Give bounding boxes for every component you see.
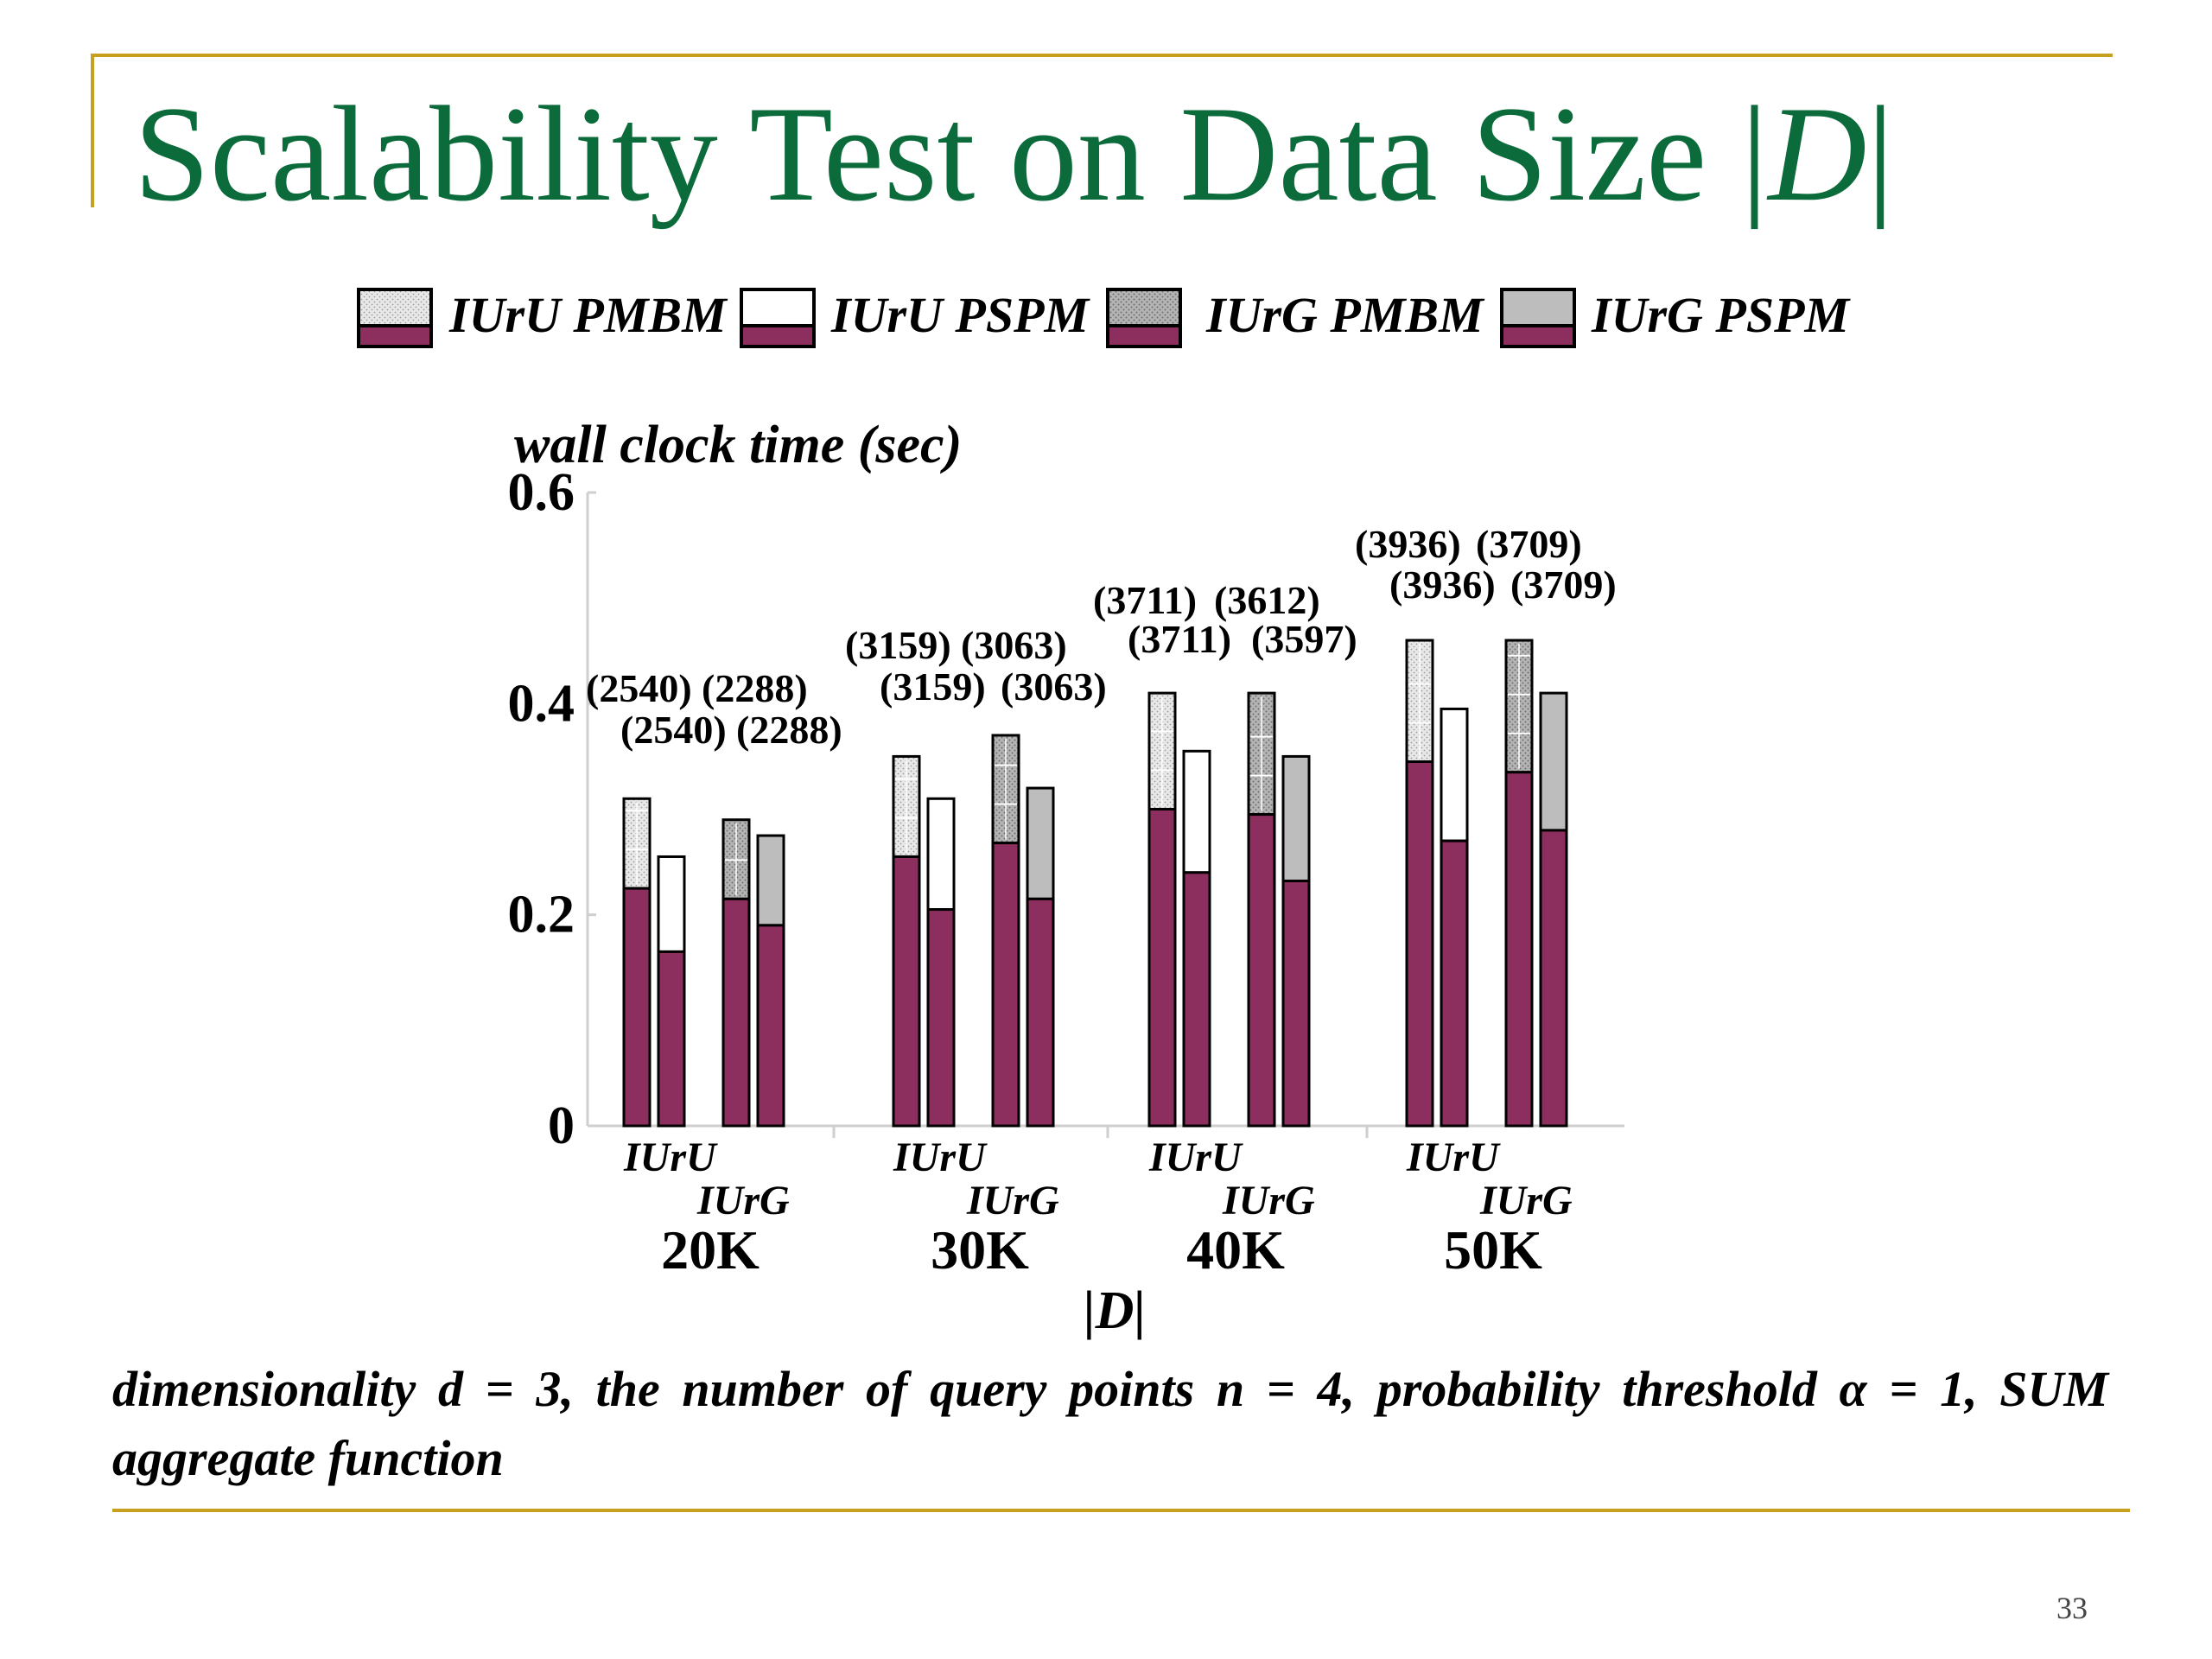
x-category-label: 50K	[1444, 1219, 1542, 1281]
bar-annotation: (2288)	[736, 708, 842, 752]
bar-base-segment	[1281, 880, 1311, 1128]
bar-top-segment	[657, 855, 686, 953]
bar-base-segment	[991, 842, 1020, 1128]
bar-base-segment	[1539, 829, 1568, 1128]
subgroup-label: IUrG	[1479, 1178, 1573, 1224]
bar-top-segment	[1281, 754, 1311, 883]
bar-annotation: (3063)	[961, 623, 1067, 667]
y-axis-label: wall clock time (sec)	[514, 416, 962, 474]
bar-top-segment	[1440, 707, 1469, 842]
bar-base-segment	[1182, 871, 1211, 1128]
slide-number: 33	[2056, 1591, 2088, 1625]
legend-swatch-base	[740, 324, 816, 348]
bar-annotation: (3936)	[1389, 563, 1496, 607]
subgroup-label: IUrU	[1406, 1135, 1501, 1180]
bar-annotation: (3936)	[1355, 522, 1461, 566]
subgroup-label: IUrU	[1148, 1135, 1243, 1180]
bar-top-segment	[1539, 691, 1568, 832]
subgroup-label: IUrU	[623, 1135, 718, 1180]
bar-base-segment	[1440, 839, 1469, 1128]
y-tick-label: 0.6	[508, 463, 575, 522]
bar-annotation: (3063)	[1001, 664, 1107, 709]
bar-annotation: (2288)	[702, 666, 808, 710]
footer-rule	[112, 1509, 2130, 1512]
chart-legend: IUrU PMBM IUrU PSPM IUrG PMBM IUrG PSPM	[357, 287, 1852, 348]
bar-annotation: (2540)	[586, 666, 692, 710]
x-axis-label: |D|	[1084, 1281, 1146, 1340]
legend-swatch-base	[357, 324, 433, 348]
subgroup-label: IUrU	[893, 1135, 988, 1180]
bar-base-segment	[721, 897, 751, 1128]
legend-swatch-base	[1106, 324, 1182, 348]
bar-annotation: (2540)	[620, 708, 727, 752]
subgroup-label: IUrG	[966, 1178, 1059, 1224]
bar-top-segment	[926, 797, 956, 912]
bar-base-segment	[1405, 760, 1434, 1128]
bar-annotation: (3709)	[1510, 563, 1617, 607]
x-category-label: 20K	[661, 1219, 760, 1281]
bar-base-segment	[1247, 813, 1276, 1128]
legend-label: IUrG PSPM	[1591, 287, 1852, 343]
y-tick-label: 0.4	[508, 674, 575, 733]
legend-label: IUrU PMBM	[448, 287, 728, 343]
bar-base-segment	[1026, 897, 1055, 1128]
bar-annotation: (3709)	[1476, 522, 1582, 566]
legend-label: IUrG PMBM	[1205, 287, 1485, 343]
chart-bars	[622, 639, 1568, 1128]
bar-annotation: (3159)	[845, 623, 951, 667]
legend-label: IUrU PSPM	[830, 287, 1091, 343]
bar-annotation: (3159)	[880, 664, 986, 709]
slide-title-end: |	[1866, 79, 1895, 230]
bar-top-segment	[756, 834, 785, 927]
slide-title-main: Scalability Test on Data Size |	[134, 79, 1769, 230]
slide-title: Scalability Test on Data Size |D|	[134, 86, 1894, 223]
subgroup-label: IUrG	[696, 1178, 790, 1224]
bar-top-segment	[1026, 786, 1055, 900]
bar-base-segment	[1147, 808, 1177, 1128]
subgroup-label: IUrG	[1222, 1178, 1315, 1224]
y-tick-label: 0	[548, 1096, 575, 1155]
bar-top-segment	[1182, 749, 1211, 874]
bar-base-segment	[926, 908, 956, 1128]
legend-swatch-base	[1500, 324, 1576, 348]
bar-base-segment	[756, 924, 785, 1128]
bar-annotation: (3711)	[1093, 578, 1197, 622]
bar-annotation: (3597)	[1251, 617, 1357, 661]
figure-caption: dimensionality d = 3, the number of quer…	[112, 1361, 2108, 1486]
bar-base-segment	[1504, 771, 1534, 1128]
slide-title-italic: D	[1768, 79, 1867, 230]
x-category-label: 30K	[931, 1219, 1029, 1281]
title-rule-top	[91, 54, 2113, 57]
bar-chart: IUrU PMBM IUrU PSPM IUrG PMBM IUrG PSPM 0 0.…	[357, 287, 1852, 1340]
bar-annotation: (3711)	[1128, 617, 1231, 661]
chart-annotations: (2540) (2288)(2540) (2288)(3159) (3063)(315…	[586, 522, 1617, 752]
bar-annotation: (3612)	[1214, 578, 1320, 622]
x-category-label: 40K	[1186, 1219, 1285, 1281]
bar-base-segment	[622, 887, 652, 1128]
y-tick-label: 0.2	[508, 886, 575, 944]
title-rule-left	[91, 54, 94, 207]
bar-base-segment	[657, 950, 686, 1128]
bar-base-segment	[892, 855, 921, 1128]
